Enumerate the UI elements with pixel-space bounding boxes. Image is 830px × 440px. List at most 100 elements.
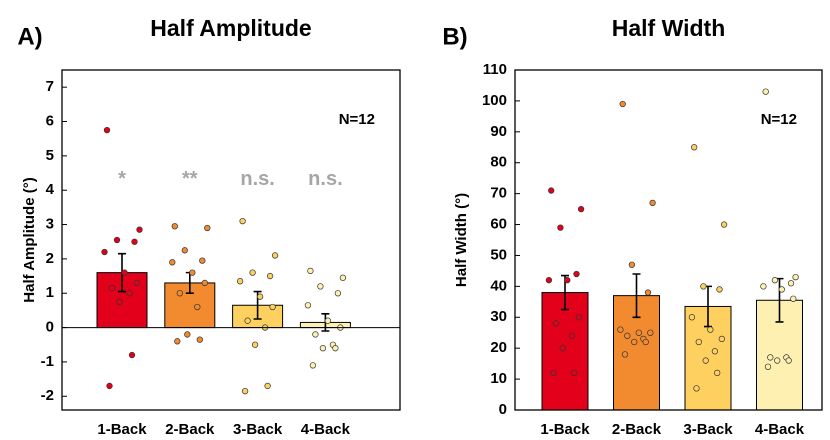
plot-frame <box>514 69 823 411</box>
data-point <box>181 247 188 254</box>
data-point <box>136 226 143 233</box>
data-point <box>249 269 256 276</box>
data-point <box>189 269 196 276</box>
x-tick-label: 3-Back <box>233 421 283 438</box>
x-tick-label: 4-Back <box>755 421 805 438</box>
significance-label: n.s. <box>308 168 342 190</box>
data-point <box>711 348 719 355</box>
x-tick-label: 3-Back <box>683 421 733 438</box>
data-point <box>196 336 203 343</box>
data-point <box>108 284 116 292</box>
data-point <box>339 274 347 281</box>
y-tick-label: 10 <box>490 370 507 387</box>
data-point <box>702 357 709 364</box>
y-tick-label: 40 <box>490 277 507 294</box>
y-tick-label: 3 <box>46 216 54 233</box>
data-point <box>199 257 206 264</box>
data-point <box>568 332 576 339</box>
data-point <box>695 338 702 346</box>
y-tick-label: 6 <box>46 112 54 129</box>
significance-label: n.s. <box>240 168 274 190</box>
data-point <box>251 341 259 348</box>
data-point <box>545 277 553 284</box>
data-point <box>771 277 779 284</box>
data-point <box>312 331 319 338</box>
data-point <box>571 369 578 377</box>
data-point <box>557 224 564 231</box>
data-point <box>577 205 585 213</box>
data-point <box>760 283 767 290</box>
data-point <box>204 224 211 232</box>
data-point <box>778 286 785 293</box>
chart-title: Half Amplitude <box>150 15 311 41</box>
data-point <box>790 295 797 302</box>
data-point <box>201 279 208 287</box>
data-point <box>126 290 133 297</box>
data-point <box>101 248 108 256</box>
data-point <box>244 317 251 324</box>
bar <box>541 292 589 411</box>
data-point <box>575 314 582 321</box>
y-tick-label: -2 <box>41 387 54 404</box>
significance-label: * <box>118 168 126 190</box>
chart-title: Half Width <box>612 15 726 41</box>
plot-frame <box>61 69 401 411</box>
data-point <box>319 345 327 352</box>
data-point <box>720 221 728 228</box>
data-point <box>716 286 723 293</box>
y-tick-label: 4 <box>46 181 55 198</box>
x-tick-label: 1-Back <box>97 421 147 438</box>
data-point <box>550 369 557 377</box>
data-point <box>785 357 792 364</box>
data-point <box>116 298 123 305</box>
n-label: N=12 <box>339 111 375 128</box>
x-tick-label: 1-Back <box>540 421 590 438</box>
y-tick-label: 60 <box>490 216 507 233</box>
data-point <box>304 302 312 309</box>
data-point <box>256 293 264 300</box>
data-point <box>103 126 111 134</box>
data-point <box>324 317 332 324</box>
y-tick-label: 30 <box>490 308 507 325</box>
y-tick-label: 80 <box>490 154 507 171</box>
data-point <box>714 369 721 377</box>
y-tick-label: 20 <box>490 339 507 356</box>
data-point <box>573 270 580 278</box>
data-point <box>317 283 324 290</box>
data-point <box>774 357 781 364</box>
data-point <box>644 289 652 296</box>
data-point <box>128 351 136 359</box>
data-point <box>332 345 339 352</box>
y-tick-label: 110 <box>483 61 507 78</box>
data-point <box>121 269 128 276</box>
y-tick-label: 70 <box>490 185 507 202</box>
data-point <box>631 338 638 346</box>
y-tick-label: 5 <box>46 147 54 164</box>
data-point <box>184 331 191 338</box>
n-label: N=12 <box>761 111 797 128</box>
y-tick-label: 7 <box>46 78 54 95</box>
data-point <box>707 326 714 333</box>
panel-label: A) <box>17 23 42 50</box>
data-point <box>174 338 181 345</box>
data-point <box>691 144 698 151</box>
y-tick-label: 50 <box>490 246 507 263</box>
data-point <box>624 332 631 339</box>
data-point <box>617 326 624 333</box>
data-point <box>762 88 769 95</box>
data-point <box>787 280 795 287</box>
panel-label: B) <box>442 23 467 50</box>
data-point <box>548 187 555 194</box>
data-point <box>552 320 559 327</box>
data-point <box>767 354 774 361</box>
y-tick-label: 2 <box>46 250 54 267</box>
data-point <box>649 199 656 207</box>
data-point <box>271 252 279 259</box>
y-tick-label: 0 <box>499 401 507 418</box>
x-tick-label: 4-Back <box>301 421 351 438</box>
data-point <box>194 303 201 311</box>
data-point <box>106 382 113 390</box>
data-point <box>133 279 141 287</box>
data-point <box>688 314 696 321</box>
